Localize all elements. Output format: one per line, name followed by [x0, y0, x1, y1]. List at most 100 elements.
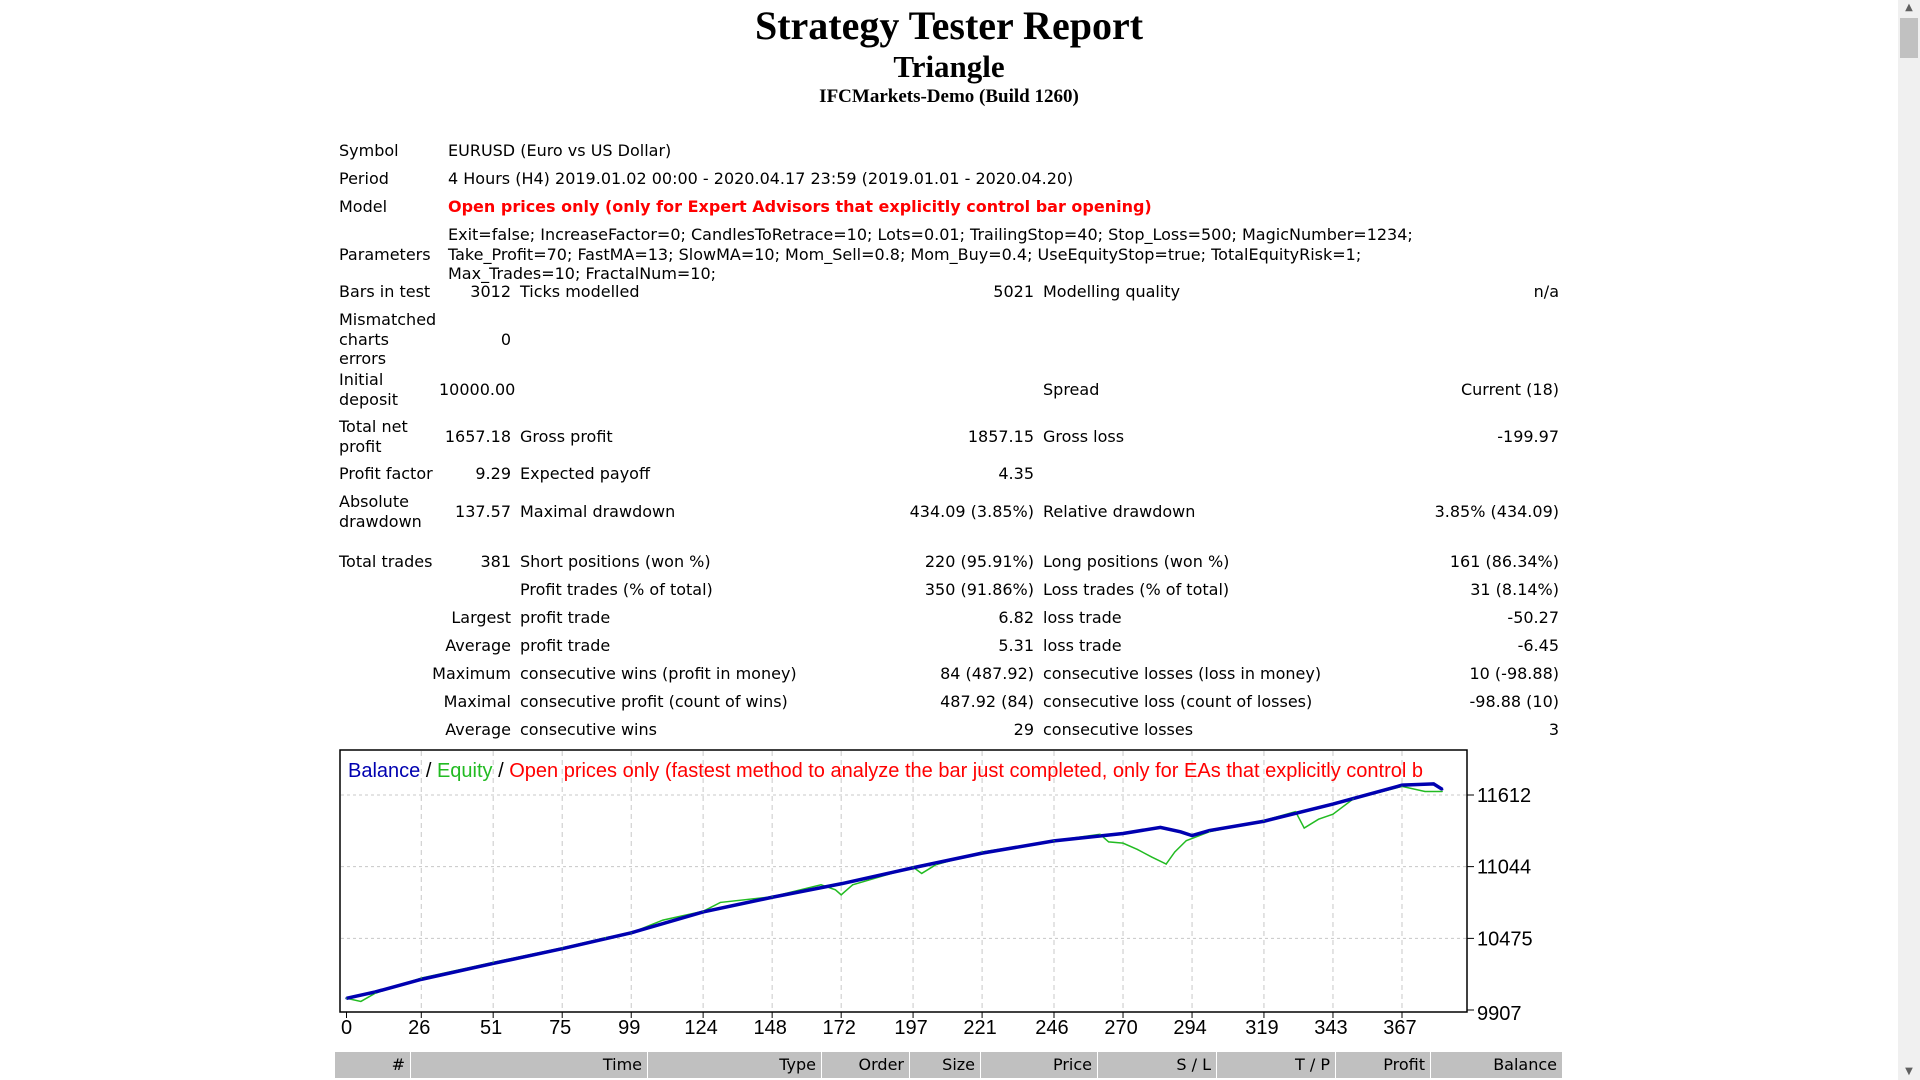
label: Short positions (won %) — [520, 552, 711, 571]
value: -199.97 — [1497, 426, 1559, 446]
row-profit-factor: Profit factor 9.29 Expected payoff 4.35 — [339, 464, 1559, 484]
column-header[interactable]: Time — [411, 1052, 648, 1078]
equity-point — [492, 961, 494, 963]
legend-separator: / — [493, 760, 510, 782]
label: loss trade — [1043, 636, 1122, 655]
equity-point — [820, 884, 822, 886]
label: Average — [445, 636, 511, 655]
balance-point — [1208, 829, 1211, 832]
equity-point — [719, 901, 721, 904]
label: Maximal drawdown — [520, 501, 676, 521]
value: 9.29 — [475, 464, 511, 483]
value: Exit=false; IncreaseFactor=0; CandlesToR… — [448, 225, 1413, 283]
balance-point — [701, 910, 705, 914]
legend-separator: / — [420, 760, 437, 782]
x-tick-label: 26 — [408, 1017, 430, 1039]
label: Largest — [451, 608, 511, 627]
x-tick-label: 172 — [822, 1017, 855, 1039]
label: Model — [339, 197, 388, 216]
server-name: IFCMarkets-Demo (Build 1260) — [819, 86, 1079, 107]
balance-point — [374, 990, 377, 994]
scroll-up-icon[interactable]: ▲ — [1905, 2, 1913, 13]
label: Ticks modelled — [520, 282, 640, 301]
balance-point — [1400, 783, 1404, 787]
label: Profit factor — [339, 464, 433, 483]
equity-point — [1136, 848, 1138, 851]
x-tick-label: 270 — [1104, 1017, 1137, 1039]
y-tick-label: 9907 — [1477, 1003, 1522, 1025]
label: Absolute drawdown — [339, 492, 422, 531]
equity-point — [1303, 827, 1305, 829]
value: EURUSD (Euro vs US Dollar) — [448, 141, 672, 160]
value: 1857.15 — [967, 426, 1034, 446]
row-period: Period 4 Hours (H4) 2019.01.02 00:00 - 2… — [339, 169, 1559, 189]
equity-point — [840, 894, 842, 896]
vertical-scrollbar[interactable]: ▲ ▼ — [1898, 0, 1920, 1080]
column-header[interactable]: Type — [648, 1052, 822, 1078]
value: 4.35 — [998, 464, 1034, 483]
row-mismatch: Mismatched charts errors 0 — [339, 310, 1559, 369]
x-tick-label: 75 — [549, 1017, 571, 1039]
value: 10 (-98.88) — [1469, 664, 1559, 683]
value: 350 (91.86%) — [924, 580, 1034, 599]
equity-point — [662, 919, 664, 921]
column-header[interactable]: # — [335, 1052, 411, 1078]
value: Open prices only (only for Expert Adviso… — [448, 197, 1152, 216]
column-header[interactable]: S / L — [1098, 1052, 1217, 1078]
column-header[interactable]: Size — [910, 1052, 981, 1078]
equity-point — [834, 889, 837, 891]
label: profit trade — [520, 608, 611, 627]
value: 84 (487.92) — [940, 664, 1034, 683]
balance-point — [911, 866, 915, 869]
legend-equity: Equity — [437, 760, 493, 782]
equity-point — [1208, 831, 1210, 833]
x-tick-label: 221 — [963, 1017, 996, 1039]
row-profit-trades: Profit trades (% of total) 350 (91.86%) … — [339, 580, 1559, 600]
balance-point — [1331, 802, 1335, 806]
equity-point — [1401, 785, 1403, 788]
label: consecutive losses — [1043, 720, 1194, 739]
equity-point — [1352, 798, 1354, 800]
legend-balance: Balance — [348, 760, 420, 782]
value: 3012 — [470, 282, 511, 301]
label: Maximum — [432, 664, 511, 683]
value: n/a — [1533, 282, 1559, 301]
equity-point — [912, 866, 914, 868]
column-header[interactable]: Order — [822, 1052, 910, 1078]
value: -98.88 (10) — [1469, 692, 1559, 711]
balance-point — [420, 978, 423, 981]
equity-point — [1263, 819, 1265, 822]
column-header[interactable]: Balance — [1431, 1052, 1563, 1078]
x-tick-label: 294 — [1173, 1017, 1206, 1039]
value: 5.31 — [998, 636, 1034, 655]
value: 4 Hours (H4) 2019.01.02 00:00 - 2020.04.… — [448, 169, 1074, 188]
scroll-down-icon[interactable]: ▼ — [1905, 1066, 1913, 1077]
balance-point — [1121, 832, 1125, 835]
label: Maximal — [443, 692, 511, 711]
value: 137.57 — [455, 501, 511, 521]
label: Gross loss — [1043, 426, 1125, 446]
equity-point — [345, 997, 348, 999]
label: profit trade — [520, 636, 611, 655]
label: consecutive loss (count of losses) — [1043, 692, 1313, 711]
value: 3 — [1548, 720, 1559, 739]
equity-point — [1053, 840, 1055, 842]
equity-point — [852, 884, 854, 886]
column-header[interactable]: Profit — [1336, 1052, 1431, 1078]
balance-point — [1262, 820, 1266, 823]
label: Period — [339, 169, 389, 188]
y-tick-label: 11044 — [1477, 857, 1531, 879]
x-tick-label: 246 — [1035, 1017, 1068, 1039]
label: consecutive wins — [520, 720, 657, 739]
value: 6.82 — [998, 608, 1034, 627]
column-header[interactable]: T / P — [1217, 1052, 1336, 1078]
equity-point — [630, 932, 632, 934]
column-header[interactable]: Price — [981, 1052, 1098, 1078]
value: 487.92 (84) — [940, 692, 1034, 711]
equity-point — [360, 1000, 362, 1003]
equity-point — [702, 910, 704, 912]
label: Spread — [1043, 379, 1100, 399]
balance-point — [1179, 830, 1182, 834]
scrollbar-thumb[interactable] — [1900, 18, 1918, 58]
label: loss trade — [1043, 608, 1122, 627]
